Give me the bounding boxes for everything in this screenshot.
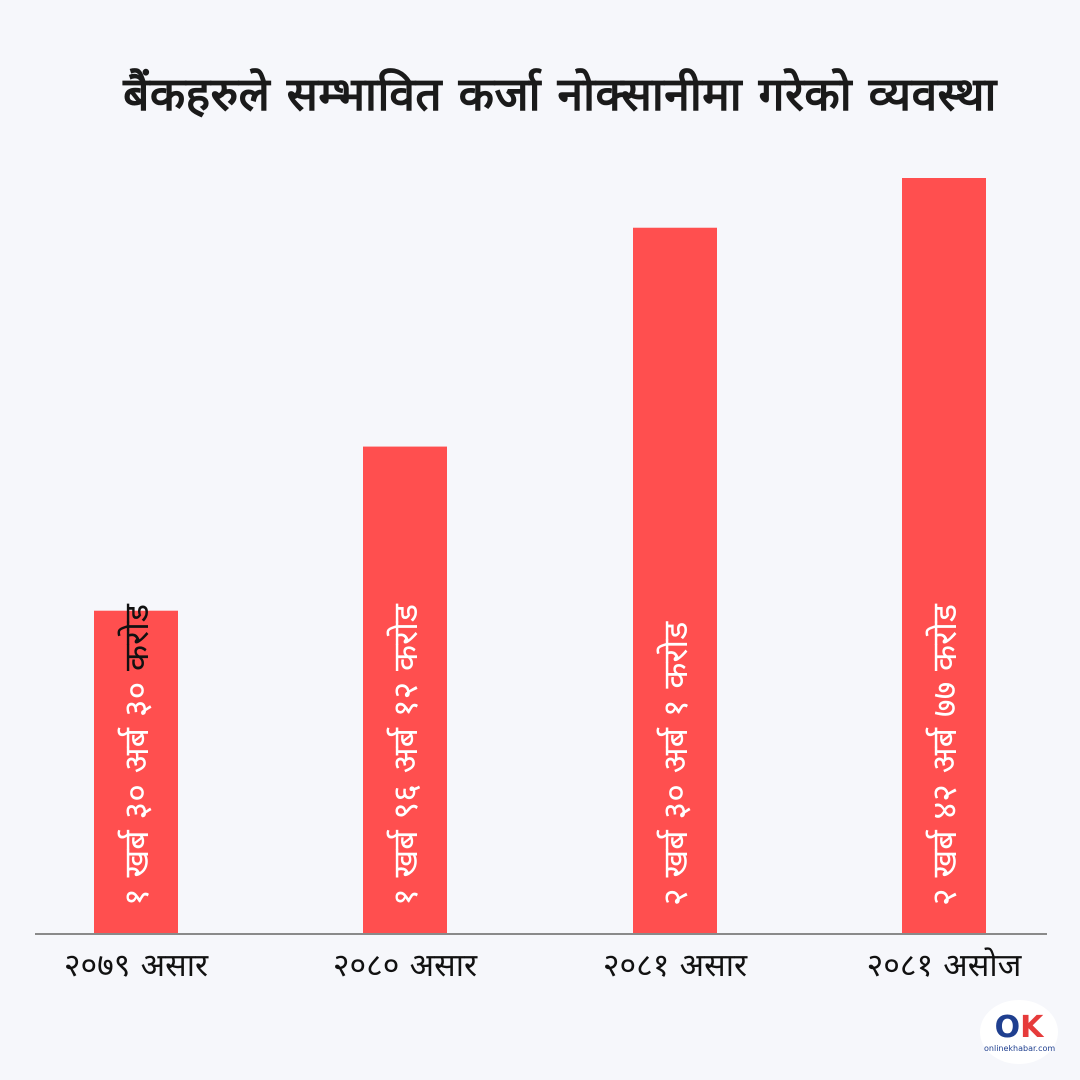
chart-title: बैंकहरुले सम्भावित कर्जा नोक्सानीमा गरेक…: [123, 67, 997, 121]
category-label-3: २०८१ असार: [603, 946, 748, 984]
data-label-2: १ खर्ब ९६ अर्ब १२ करोड: [386, 603, 426, 906]
bar-4: [902, 178, 986, 934]
bar-3: [633, 227, 717, 935]
logo-mark: OK: [994, 1010, 1044, 1045]
data-label-1: १ खर्ब ३० अर्ब ३० करोड: [117, 603, 157, 906]
category-label-2: २०८० असार: [333, 946, 478, 984]
category-label-4: २०८१ असोज: [867, 946, 1023, 984]
bar-2: [363, 446, 447, 934]
category-label-1: २०७९ असार: [64, 946, 209, 984]
logo-text: onlinekhabar.com: [984, 1044, 1056, 1053]
data-label-4: २ खर्ब ४२ अर्ब ७७ करोड: [925, 603, 965, 906]
bar-1: [94, 610, 178, 934]
onlinekhabar-logo: OK onlinekhabar.com: [980, 1000, 1058, 1064]
data-label-3: २ खर्ब ३० अर्ब १ करोड: [656, 621, 696, 906]
